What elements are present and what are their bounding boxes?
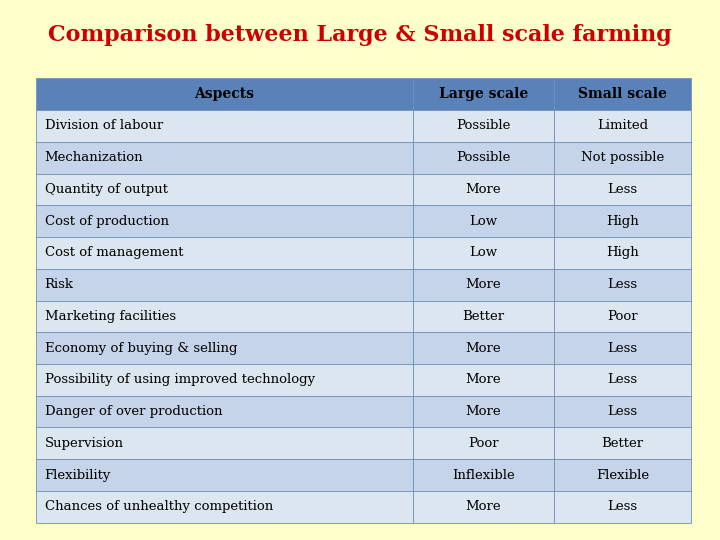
Text: High: High (606, 214, 639, 228)
Text: More: More (465, 183, 501, 196)
Text: More: More (465, 405, 501, 418)
Text: Limited: Limited (597, 119, 648, 132)
Text: Less: Less (608, 373, 637, 387)
Text: Less: Less (608, 501, 637, 514)
Text: Cost of management: Cost of management (45, 246, 183, 259)
Text: Less: Less (608, 183, 637, 196)
Text: More: More (465, 501, 501, 514)
Text: Inflexible: Inflexible (451, 469, 515, 482)
Text: Large scale: Large scale (438, 87, 528, 101)
Text: Poor: Poor (607, 310, 638, 323)
Text: More: More (465, 342, 501, 355)
Text: Possible: Possible (456, 119, 510, 132)
Text: High: High (606, 246, 639, 259)
Text: Flexibility: Flexibility (45, 469, 111, 482)
Text: Possibility of using improved technology: Possibility of using improved technology (45, 373, 315, 387)
Text: Less: Less (608, 278, 637, 291)
Text: Quantity of output: Quantity of output (45, 183, 168, 196)
Text: Less: Less (608, 342, 637, 355)
Text: Mechanization: Mechanization (45, 151, 143, 164)
Text: Better: Better (601, 437, 644, 450)
Text: More: More (465, 278, 501, 291)
Text: Better: Better (462, 310, 504, 323)
Text: Small scale: Small scale (578, 87, 667, 101)
Text: Marketing facilities: Marketing facilities (45, 310, 176, 323)
Text: More: More (465, 373, 501, 387)
Text: Chances of unhealthy competition: Chances of unhealthy competition (45, 501, 273, 514)
Text: Low: Low (469, 214, 498, 228)
Text: Comparison between Large & Small scale farming: Comparison between Large & Small scale f… (48, 24, 672, 46)
Text: Danger of over production: Danger of over production (45, 405, 222, 418)
Text: Not possible: Not possible (581, 151, 664, 164)
Text: Division of labour: Division of labour (45, 119, 163, 132)
Text: Flexible: Flexible (596, 469, 649, 482)
Text: Economy of buying & selling: Economy of buying & selling (45, 342, 237, 355)
Text: Poor: Poor (468, 437, 498, 450)
Text: Risk: Risk (45, 278, 73, 291)
Text: Less: Less (608, 405, 637, 418)
Text: Aspects: Aspects (194, 87, 254, 101)
Text: Cost of production: Cost of production (45, 214, 168, 228)
Text: Supervision: Supervision (45, 437, 124, 450)
Text: Possible: Possible (456, 151, 510, 164)
Text: Low: Low (469, 246, 498, 259)
